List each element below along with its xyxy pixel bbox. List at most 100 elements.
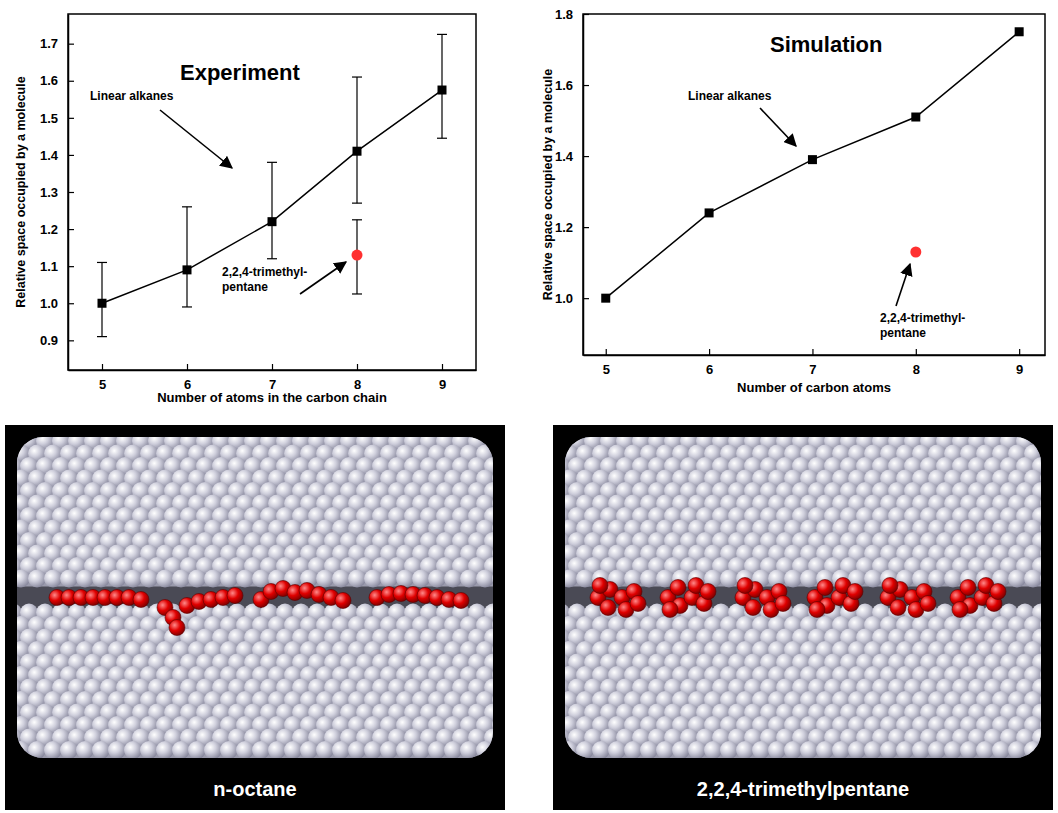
- x-axis: 56789: [69, 364, 477, 392]
- series-annotation: 2,2,4-trimethyl-pentane: [880, 311, 965, 340]
- tube-atom: [156, 570, 174, 588]
- error-bar-stem: [356, 77, 357, 203]
- data-point: [98, 299, 107, 308]
- tube-atom: [44, 741, 62, 758]
- tube-atom: [960, 741, 978, 758]
- plot-marks: [97, 34, 447, 336]
- tube-atom: [576, 741, 594, 758]
- plot-marks: [601, 27, 1023, 302]
- molecule-atom: [453, 593, 469, 609]
- tube-atom: [332, 570, 350, 588]
- x-tick-label: 9: [439, 377, 446, 392]
- tube-atom: [736, 741, 754, 758]
- y-tick-mark: [68, 44, 74, 45]
- annotation-arrow: [160, 110, 232, 168]
- tube-atom: [672, 741, 690, 758]
- y-tick-label: 1.4: [40, 148, 59, 163]
- x-tick-label: 6: [706, 362, 713, 377]
- error-bar: [97, 262, 107, 336]
- tube-atom: [236, 741, 254, 758]
- molecules: [590, 578, 1006, 618]
- tube-atom: [172, 570, 190, 588]
- y-tick-mark: [68, 118, 74, 119]
- y-tick-mark: [68, 192, 74, 193]
- tube-atom: [640, 741, 658, 758]
- tube-atom: [172, 741, 190, 758]
- tube-atom: [912, 741, 930, 758]
- data-point: [808, 155, 817, 164]
- tube-atom: [204, 570, 222, 588]
- x-axis: 5 6 7 8 9: [584, 349, 1046, 377]
- x-tick-label: 9: [1016, 362, 1023, 377]
- panel-background: [553, 425, 1053, 810]
- error-bar-cap: [97, 336, 107, 337]
- panel-caption: 2,2,4-trimethylpentane: [697, 778, 909, 800]
- tube-atom: [300, 741, 318, 758]
- x-tick: 9: [1016, 349, 1023, 377]
- x-axis-line: [584, 355, 1046, 357]
- tube-atom: [236, 570, 254, 588]
- molecule-atom: [592, 578, 608, 594]
- tube-atom: [76, 570, 94, 588]
- y-tick-label: 1.8: [555, 7, 573, 22]
- molecule-atom: [335, 593, 351, 609]
- y-tick-label: 1.4: [555, 149, 574, 164]
- tube-atom: [624, 741, 642, 758]
- error-bar: [352, 220, 362, 294]
- chart-title: Simulation: [770, 32, 882, 57]
- error-bar-stem: [271, 162, 272, 258]
- annotation-line: 2,2,4-trimethyl-: [222, 265, 307, 279]
- tube-atom: [460, 570, 478, 588]
- tube-atom: [156, 741, 174, 758]
- annotation-line: pentane: [222, 280, 268, 294]
- data-point: [183, 265, 192, 274]
- tube-atom: [944, 741, 962, 758]
- tube-atom: [784, 570, 802, 588]
- data-point: [268, 217, 277, 226]
- y-tick: 1.6: [40, 73, 74, 88]
- x-tick: 8: [913, 349, 920, 377]
- tube-atom: [60, 570, 78, 588]
- tube-atom: [140, 741, 158, 758]
- x-tick-mark: [357, 364, 358, 370]
- annotation-arrow: [300, 262, 346, 294]
- tube-atom: [92, 741, 110, 758]
- x-tick-mark: [606, 349, 607, 355]
- y-tick-label: 1.7: [40, 36, 58, 51]
- tube-atom: [204, 741, 222, 758]
- error-bar-cap: [97, 262, 107, 263]
- error-bar-cap: [182, 306, 192, 307]
- x-tick-label: 5: [99, 377, 106, 392]
- tube-atom: [428, 570, 446, 588]
- error-bar-cap: [437, 34, 447, 35]
- tube-atom: [444, 741, 462, 758]
- tube-atom: [412, 570, 430, 588]
- tube-atom: [565, 437, 570, 450]
- y-tick: 1.6: [555, 78, 589, 93]
- x-tick: 7: [809, 349, 816, 377]
- tube-atom: [976, 741, 994, 758]
- tube-atom: [108, 570, 126, 588]
- data-point: [353, 147, 362, 156]
- tube-atom: [816, 741, 834, 758]
- molecule-atom: [809, 602, 825, 618]
- tube-atom: [108, 741, 126, 758]
- series: [97, 34, 447, 336]
- y-tick: 1.8: [555, 7, 589, 22]
- y-tick-label: 1.2: [40, 222, 58, 237]
- y-tick-label: 0.9: [40, 333, 58, 348]
- y-tick-mark: [68, 303, 74, 304]
- error-bar-cap: [352, 293, 362, 294]
- tube-atom: [460, 741, 478, 758]
- x-tick-label: 5: [603, 362, 610, 377]
- x-tick-mark: [272, 364, 273, 370]
- chart-panel: 567891.01.21.41.61.8Number of carbon ato…: [541, 7, 1045, 395]
- molecule-atom: [737, 578, 753, 594]
- tube-atom: [380, 570, 398, 588]
- y-tick-mark: [68, 229, 74, 230]
- tube-atom: [1040, 570, 1041, 588]
- error-bar-cap: [352, 76, 362, 77]
- molecule-atom: [227, 588, 243, 604]
- tube-atom: [396, 570, 414, 588]
- tube-atom: [688, 741, 706, 758]
